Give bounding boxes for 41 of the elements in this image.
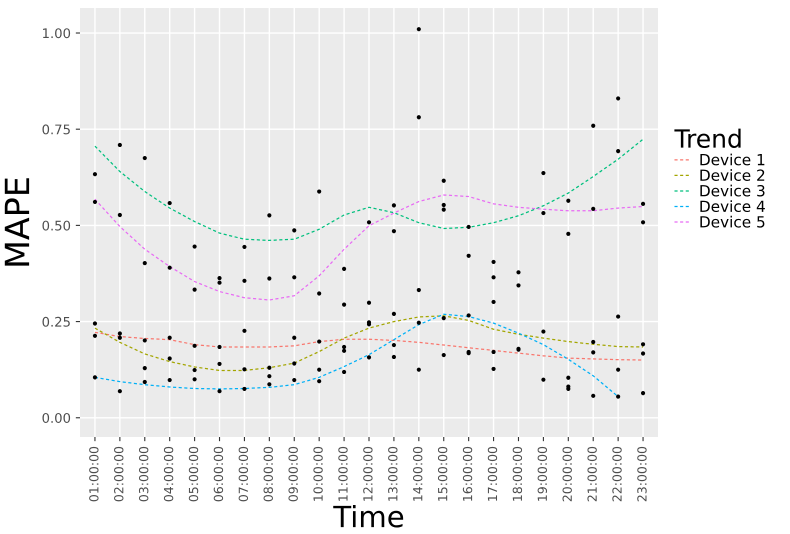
x-tick-label: 17:00:00 [488,446,498,501]
legend-label: Device 5 [700,216,764,228]
x-tick-label: 10:00:00 [313,446,323,501]
x-tick-label: 22:00:00 [612,446,622,502]
line-series [94,315,644,372]
x-tick-label: 05:00:00 [188,446,198,502]
y-tick-label: 0.50 [42,220,70,231]
legend-title: Trend [674,128,741,148]
x-tick-label: 11:00:00 [338,446,348,501]
x-tick-label: 14:00:00 [413,446,422,501]
x-tick-label: 16:00:00 [462,446,472,501]
y-axis-title: MAPE [4,178,30,266]
x-axis-title: Time [333,504,404,528]
x-tick-label: 04:00:00 [164,446,174,502]
x-tick-label: 01:00:00 [89,446,99,502]
line-series [94,314,619,398]
x-tick-label: 23:00:00 [637,446,647,502]
legend-label: Device 4 [700,200,765,212]
x-tick-label: 07:00:00 [238,446,248,502]
x-tick-label: 13:00:00 [388,446,398,501]
legend-label: Device 1 [700,154,764,166]
line-series [94,332,644,361]
y-tick-label: 0.00 [42,412,70,423]
line-series [94,138,644,242]
legend-label: Device 2 [700,169,764,181]
y-tick-label: 0.75 [42,124,70,134]
y-tick-label: 0.25 [42,316,70,327]
x-tick-label: 03:00:00 [138,446,148,502]
x-tick-label: 18:00:00 [512,446,522,501]
legend-label: Device 3 [700,184,765,197]
x-tick-label: 02:00:00 [114,446,124,502]
line-series [94,194,644,301]
x-tick-label: 09:00:00 [288,446,298,502]
x-tick-label: 15:00:00 [438,446,448,501]
x-tick-label: 06:00:00 [214,446,224,502]
x-tick-label: 21:00:00 [587,446,597,502]
x-tick-label: 12:00:00 [363,446,373,501]
x-tick-label: 19:00:00 [538,446,548,501]
x-tick-label: 20:00:00 [562,446,572,502]
x-tick-label: 08:00:00 [264,446,273,502]
y-tick-label: 1.00 [43,28,70,38]
